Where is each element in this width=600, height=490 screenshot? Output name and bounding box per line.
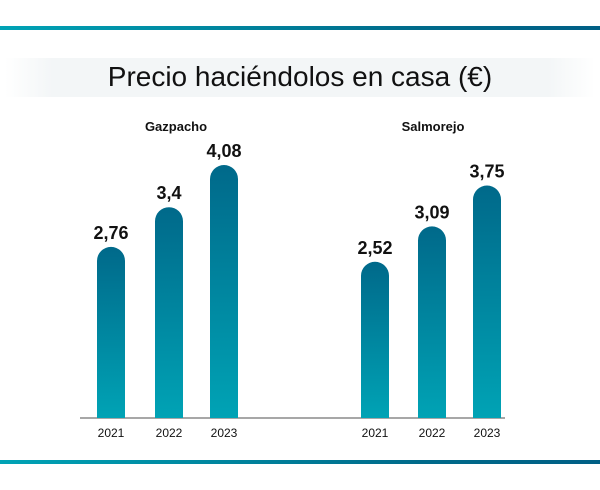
bar xyxy=(361,261,389,418)
bar xyxy=(418,226,446,418)
bar xyxy=(155,207,183,418)
group-label: Gazpacho xyxy=(145,119,207,134)
chart-title: Precio haciéndolos en casa (€) xyxy=(107,61,493,92)
x-tick-label: 2021 xyxy=(98,426,125,440)
bar xyxy=(210,165,238,418)
group-label: Salmorejo xyxy=(402,119,465,134)
data-label: 2,76 xyxy=(93,223,128,243)
data-label: 3,75 xyxy=(469,162,504,182)
x-tick-label: 2023 xyxy=(474,426,501,440)
data-label: 2,52 xyxy=(357,238,392,258)
x-tick-label: 2021 xyxy=(362,426,389,440)
data-label: 4,08 xyxy=(206,141,241,161)
bottom-rule xyxy=(0,460,600,464)
top-rule xyxy=(0,26,600,30)
x-tick-label: 2022 xyxy=(419,426,446,440)
x-tick-label: 2023 xyxy=(211,426,238,440)
x-tick-label: 2022 xyxy=(156,426,183,440)
bar xyxy=(473,185,501,418)
data-label: 3,09 xyxy=(414,202,449,222)
data-label: 3,4 xyxy=(156,183,181,203)
bar xyxy=(97,246,125,418)
title-band xyxy=(5,58,595,97)
